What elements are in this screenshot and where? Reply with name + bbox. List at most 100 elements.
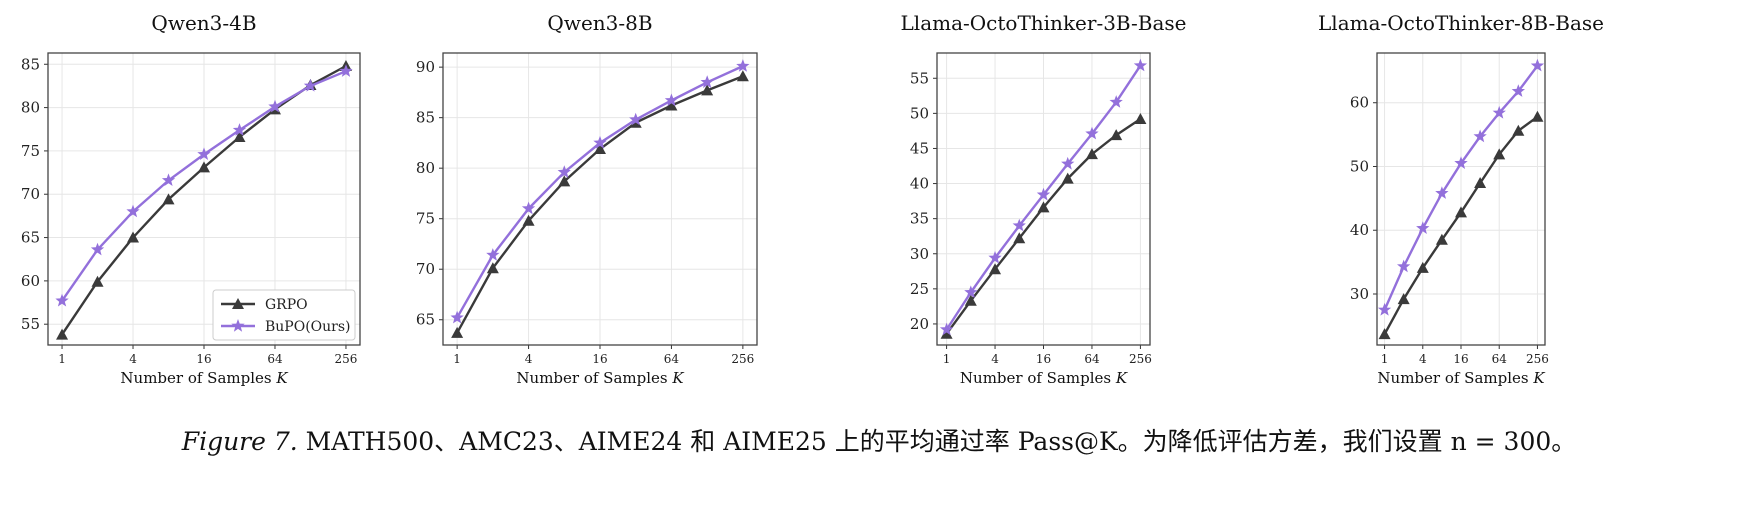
x-tick-label: 16 [1036, 352, 1051, 366]
bupo-point [1377, 302, 1392, 316]
grpo-point [91, 275, 104, 287]
grpo-point [1134, 112, 1147, 124]
subplot-2: Llama-OctoThinker-3B-Base 1 4 16 64 256 20 25 30… [901, 11, 1187, 387]
legend-star-icon [231, 319, 245, 332]
bupo-point [339, 64, 353, 77]
grpo-point [127, 231, 140, 243]
x-axis-label: Number of Samples K [960, 369, 1128, 387]
y-tick-label: 80 [416, 159, 435, 177]
y-tick-label: 80 [21, 99, 40, 117]
grpo-point [56, 328, 69, 340]
x-tick-label: 64 [1084, 352, 1100, 366]
axes-frame [1376, 52, 1546, 346]
axes-frame [47, 52, 361, 346]
bupo-point [1036, 187, 1051, 201]
bupo-point [1492, 105, 1506, 119]
grpo-point [989, 263, 1002, 275]
grpo-point [1493, 148, 1506, 160]
y-tick-label: 25 [910, 280, 929, 298]
subplot-title: Llama-OctoThinker-8B-Base [1318, 11, 1604, 35]
bupo-point [521, 201, 536, 215]
bupo-point [161, 173, 176, 186]
x-axis-label-k: K [1115, 369, 1128, 387]
y-tick-label: 90 [416, 58, 435, 76]
x-axis-label-k: K [671, 369, 684, 387]
figure: Qwen3-4B 1 4 16 64 256 55 60 65 70 75 80 85 Number of… [21, 11, 1604, 387]
bupo-point [486, 248, 500, 261]
x-axis-label-k: K [275, 369, 288, 387]
x-tick-label: 4 [991, 352, 999, 366]
y-tick-label: 55 [910, 69, 929, 87]
subplot-0: Qwen3-4B 1 4 16 64 256 55 60 65 70 75 80 85 Number of… [21, 11, 361, 387]
bupo-point [964, 285, 978, 298]
bupo-point [303, 78, 318, 92]
x-tick-label: 4 [129, 352, 137, 366]
x-tick-label: 4 [1419, 352, 1427, 366]
bupo-point [1473, 129, 1487, 143]
y-tick-label: 20 [910, 315, 929, 333]
y-tick-label: 75 [416, 210, 435, 228]
x-axis-label: Number of Samples K [120, 369, 288, 387]
y-tick-label: 70 [416, 260, 435, 278]
bupo-point [1530, 58, 1545, 72]
bupo-point [700, 75, 714, 88]
bupo-point [126, 204, 140, 218]
bupo-point [1133, 58, 1148, 72]
grpo-point [522, 214, 535, 226]
y-tick-label: 40 [910, 175, 929, 193]
grpo-point [1435, 233, 1448, 245]
x-axis-label-k: K [1532, 369, 1545, 387]
subplot-1: Qwen3-8B 1 4 16 64 256 65 70 75 80 85 90 Number of S… [416, 11, 758, 387]
x-tick-label: 64 [1492, 352, 1508, 366]
y-tick-label: 70 [21, 185, 40, 203]
legend-triangle-icon [232, 298, 244, 309]
y-tick-label: 35 [910, 210, 929, 228]
bupo-point [1061, 156, 1075, 170]
x-tick-label: 4 [525, 352, 533, 366]
subplot-title: Qwen3-8B [547, 11, 652, 35]
y-tick-label: 30 [910, 245, 929, 263]
grpo-point [451, 326, 464, 338]
x-tick-label: 256 [731, 352, 754, 366]
bupo-point [939, 322, 954, 336]
bupo-point [1085, 126, 1099, 140]
grpo-point [1037, 201, 1050, 213]
x-tick-label: 256 [335, 352, 358, 366]
bupo-point [664, 93, 679, 107]
grpo-point [1531, 110, 1544, 122]
grpo-point [233, 131, 246, 143]
x-tick-label: 16 [1453, 352, 1468, 366]
bupo-point [55, 293, 69, 307]
x-tick-label: 1 [58, 352, 66, 366]
grpo-point [736, 70, 749, 82]
y-tick-label: 65 [416, 311, 435, 329]
grpo-point [665, 99, 678, 111]
grpo-point [1085, 148, 1098, 160]
y-tick-label: 40 [1350, 221, 1369, 239]
subplot-3: Llama-OctoThinker-8B-Base 1 4 16 64 256 30 40 50… [1318, 11, 1604, 387]
x-tick-label: 256 [1526, 352, 1549, 366]
y-tick-label: 85 [416, 109, 435, 127]
grpo-point [1378, 328, 1391, 340]
grpo-point [594, 142, 606, 154]
y-tick-label: 50 [910, 104, 929, 122]
caption-text: MATH500、AMC23、AIME24 和 AIME25 上的平均通过率 Pa… [297, 427, 1577, 456]
x-tick-label: 16 [196, 352, 211, 366]
x-axis-label: Number of Samples K [516, 369, 684, 387]
bupo-point [450, 310, 464, 324]
grpo-point [198, 161, 210, 173]
bupo-point [268, 99, 282, 113]
y-tick-label: 60 [1350, 94, 1369, 112]
y-tick-label: 75 [21, 142, 40, 160]
bupo-point [1416, 221, 1430, 234]
x-tick-label: 1 [1381, 352, 1389, 366]
bupo-point [1012, 218, 1026, 232]
x-tick-label: 1 [453, 352, 461, 366]
bupo-point [988, 251, 1002, 264]
bupo-point [232, 123, 247, 136]
grpo-point [1397, 293, 1410, 305]
bupo-point [629, 112, 643, 126]
bupo-point [1511, 84, 1525, 97]
grpo-point [940, 327, 953, 339]
legend-label: BuPO(Ours) [265, 319, 351, 335]
